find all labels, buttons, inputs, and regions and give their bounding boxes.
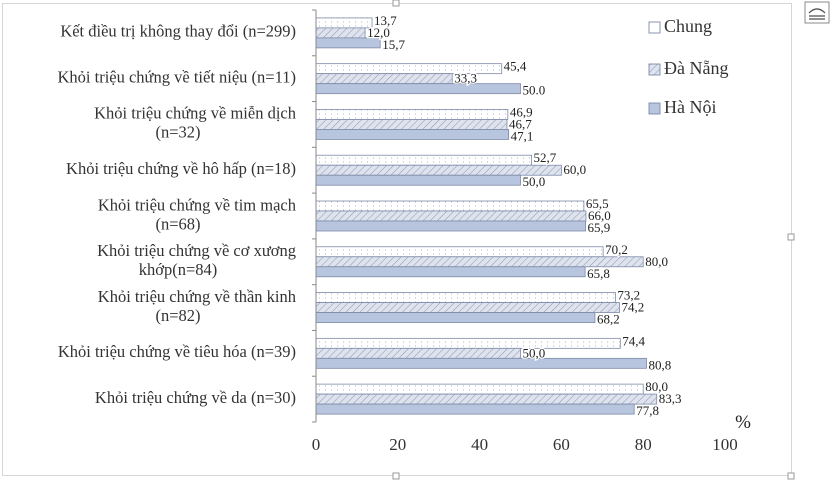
label-chung: 73,2 <box>617 288 640 303</box>
bar-hanoi <box>315 129 510 140</box>
x-tick-label: 60 <box>553 435 570 454</box>
legend-label: Chung <box>664 16 712 36</box>
category-label: Khỏi triệu chứng về tim mạch <box>98 195 297 214</box>
label-hanoi: 47,1 <box>511 128 534 143</box>
bar-hanoi <box>315 357 647 369</box>
x-tick-label: 100 <box>712 435 738 454</box>
category-label: Khỏi triệu chứng về tiêu hóa (n=39) <box>58 342 296 361</box>
label-danang: 33,3 <box>454 71 477 86</box>
bar-hanoi <box>315 266 586 278</box>
category-label: (n=68) <box>155 214 200 233</box>
bar-hanoi <box>315 312 596 323</box>
label-danang: 60,0 <box>563 162 586 177</box>
legend: Chung Đà Nẵng Hà Nội <box>648 16 728 117</box>
label-danang: 83,3 <box>659 391 682 406</box>
label-danang: 50,0 <box>523 345 546 360</box>
label-chung: 74,4 <box>622 333 645 348</box>
resize-handle-bottom-right[interactable] <box>787 472 795 480</box>
category-label: (n=82) <box>155 306 200 325</box>
x-axis-ticks: 0 20 40 60 80 100% <box>312 412 751 454</box>
label-hanoi: 65,8 <box>587 266 610 281</box>
x-tick-label: 40 <box>471 435 488 454</box>
category-label: khớp(n=84) <box>139 260 218 279</box>
bar-chung <box>315 337 621 349</box>
label-chung: 52,7 <box>534 150 557 165</box>
label-danang: 74,2 <box>621 300 644 315</box>
label-danang: 66,0 <box>588 208 611 223</box>
x-tick-label: 20 <box>389 435 406 454</box>
layout-options-icon[interactable] <box>804 1 830 24</box>
bar-hanoi <box>315 403 635 415</box>
bar-chung <box>315 383 644 395</box>
resize-handle-bottom[interactable] <box>392 472 400 480</box>
category-label: Kết điều trị không thay đổi (n=299) <box>60 22 296 41</box>
bar-danang <box>315 393 658 405</box>
bar-chung <box>315 154 532 166</box>
bar-danang <box>315 27 366 39</box>
label-danang: 46,7 <box>509 116 532 131</box>
bar-danang <box>315 210 587 222</box>
category-label: Khỏi triệu chứng về miễn dịch <box>94 104 297 123</box>
category-label: (n=32) <box>155 123 200 142</box>
label-chung: 45,4 <box>504 59 527 74</box>
legend-label: Hà Nội <box>664 97 717 117</box>
bar-chung <box>315 200 585 212</box>
bar-chung <box>315 246 604 258</box>
label-hanoi: 50,0 <box>523 174 546 189</box>
bar-danang <box>315 302 620 313</box>
bar-danang <box>315 119 508 130</box>
label-chung: 46,9 <box>510 104 533 119</box>
label-chung: 13,7 <box>374 13 397 28</box>
category-labels: Khỏi triệu chứng về da (n=30) Khỏi triệu … <box>58 22 297 407</box>
bar-hanoi <box>315 83 521 95</box>
label-danang: 12,0 <box>367 25 390 40</box>
x-tick-label: 0 <box>312 435 321 454</box>
legend-label: Đà Nẵng <box>664 58 728 78</box>
resize-handle-right[interactable] <box>787 233 795 241</box>
label-hanoi: 77,8 <box>636 403 659 418</box>
legend-swatch-danang <box>648 63 661 76</box>
x-tick-label: 80 <box>635 435 652 454</box>
legend-swatch-chung <box>648 21 661 34</box>
category-label: Khỏi triệu chứng về da (n=30) <box>95 388 296 407</box>
legend-swatch-hanoi <box>648 102 661 115</box>
bar-chung <box>315 17 373 29</box>
category-label: Khỏi triệu chứng về thần kinh <box>98 287 297 306</box>
plot-area: 80,083,377,874,450,080,873,274,268,270,2… <box>312 9 683 423</box>
bar-danang <box>315 347 521 359</box>
category-label: Khỏi triệu chứng về tiết niệu (n=11) <box>58 67 297 86</box>
label-chung: 65,5 <box>586 196 609 211</box>
bar-danang <box>315 73 453 85</box>
resize-handle-top[interactable] <box>392 0 400 7</box>
label-chung: 70,2 <box>605 242 628 257</box>
label-hanoi: 15,7 <box>382 37 405 52</box>
label-danang: 80,0 <box>645 254 668 269</box>
label-hanoi: 80,8 <box>648 357 671 372</box>
label-hanoi: 50.0 <box>523 83 546 98</box>
bar-hanoi <box>315 174 521 186</box>
label-hanoi: 68,2 <box>597 312 620 327</box>
bar-chung <box>315 109 509 120</box>
label-hanoi: 65,9 <box>588 220 611 235</box>
label-chung: 80,0 <box>645 379 668 394</box>
bar-hanoi <box>315 220 586 232</box>
bar-chung <box>315 292 616 303</box>
category-label: Khỏi triệu chứng về hô hấp (n=18) <box>66 159 296 178</box>
category-label: Khỏi triệu chứng về cơ xương <box>97 241 296 260</box>
x-unit-label: % <box>735 412 751 433</box>
